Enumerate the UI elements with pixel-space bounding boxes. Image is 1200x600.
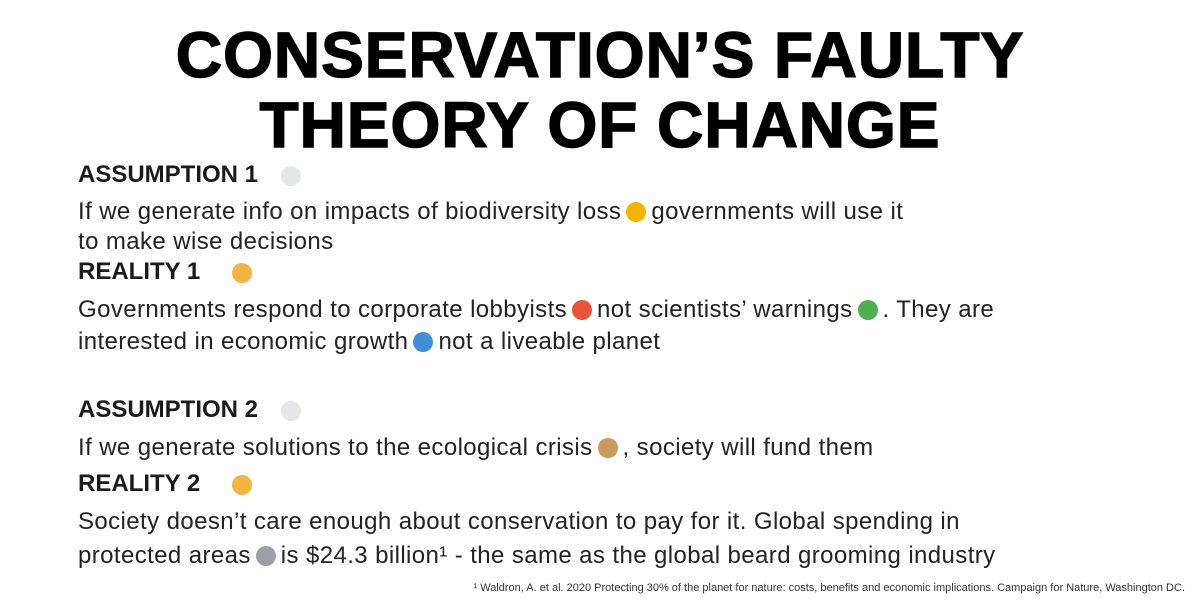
body-text: If we generate solutions to the ecologic… [78, 434, 593, 461]
emoji-icon [626, 202, 647, 222]
footnote: ¹ Waldron, A. et al. 2020 Protecting 30%… [473, 582, 1186, 594]
body-text: Governments respond to corporate lobbyis… [78, 296, 568, 323]
title-line: CONSERVATION’S FAULTY [175, 19, 1025, 91]
body-text: If we generate info on impacts of biodiv… [78, 198, 622, 225]
emoji-icon [255, 546, 276, 566]
body-line: Society doesn’t care enough about conser… [78, 507, 960, 537]
emoji-icon [231, 475, 252, 495]
body-text: to make wise decisions [78, 228, 334, 255]
emoji-icon [413, 332, 434, 352]
body-line: interested in economic growth not a livea… [78, 327, 660, 357]
title-line: THEORY OF CHANGE [259, 89, 941, 161]
body-line: protected areas is $24.3 billion¹ - the s… [78, 541, 996, 571]
body-text: governments will use it [651, 198, 904, 225]
emoji-icon [231, 263, 252, 283]
emoji-icon [281, 166, 301, 186]
body-text: is $24.3 billion¹ - the same as the glob… [280, 542, 996, 569]
body-text: Society doesn’t care enough about conser… [78, 508, 960, 535]
section-heading: ASSUMPTION 1 [78, 161, 259, 188]
emoji-icon [281, 401, 301, 421]
emoji-icon [572, 300, 593, 320]
body-line: Governments respond to corporate lobbyis… [78, 295, 994, 325]
body-line: to make wise decisions [78, 227, 334, 257]
body-text: . They are [882, 296, 995, 323]
body-text: protected areas [78, 542, 251, 569]
body-line: If we generate solutions to the ecologic… [78, 433, 874, 463]
section-heading: REALITY 1 [78, 258, 201, 285]
emoji-icon [857, 300, 878, 320]
body-text: , society will fund them [622, 434, 874, 461]
body-text: not a liveable planet [438, 328, 661, 355]
body-line: If we generate info on impacts of biodiv… [78, 197, 903, 227]
section-heading: REALITY 2 [78, 470, 201, 497]
body-text: not scientists’ warnings [597, 296, 853, 323]
emoji-icon [597, 438, 618, 458]
section-heading: ASSUMPTION 2 [78, 396, 259, 423]
body-text: interested in economic growth [78, 328, 409, 355]
